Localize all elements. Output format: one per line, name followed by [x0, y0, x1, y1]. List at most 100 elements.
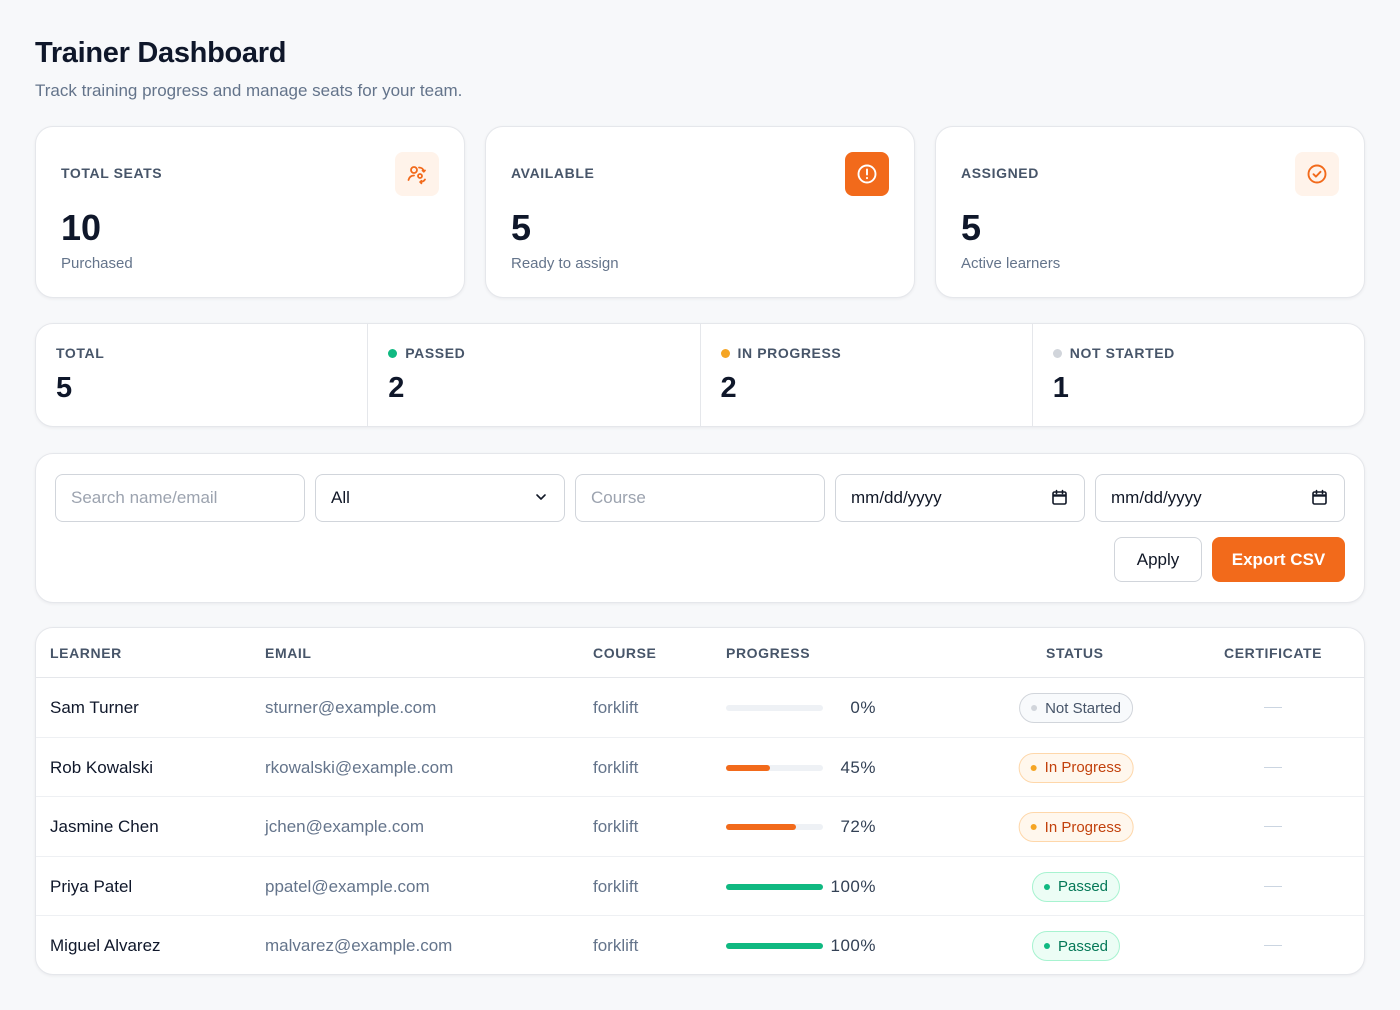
- status-dot-icon: [1030, 824, 1037, 830]
- learner-course: forklift: [593, 936, 639, 955]
- column-status[interactable]: STATUS: [1046, 645, 1104, 661]
- course-input[interactable]: [575, 474, 825, 522]
- date-from-value: mm/dd/yyyy: [851, 488, 942, 507]
- stat-label: NOT STARTED: [1069, 345, 1175, 361]
- total-seats-card: TOTAL SEATS 10 Purchased: [35, 126, 465, 298]
- alert-circle-icon: [845, 152, 889, 196]
- certificate-empty: [1264, 826, 1282, 827]
- learners-table: LEARNER EMAIL COURSE PROGRESS STATUS CER…: [35, 627, 1365, 975]
- progress-bar: [726, 883, 823, 890]
- learner-course: forklift: [593, 698, 639, 717]
- stat-value: 2: [388, 372, 405, 404]
- not-started-dot-icon: [1052, 348, 1062, 358]
- seat-cards: TOTAL SEATS 10 Purchased AVAILABLE 5 Rea…: [35, 126, 1365, 298]
- passed-dot-icon: [388, 348, 398, 358]
- stat-label-row: PASSED: [388, 345, 699, 361]
- table-row[interactable]: Rob Kowalski rkowalski@example.com forkl…: [36, 738, 1364, 797]
- learner-name: Miguel Alvarez: [50, 936, 161, 955]
- table-header: LEARNER EMAIL COURSE PROGRESS STATUS CER…: [36, 628, 1364, 678]
- in-progress-dot-icon: [720, 348, 730, 358]
- card-value: 5: [961, 207, 982, 248]
- progress-bar-fill: [726, 883, 823, 890]
- column-progress[interactable]: PROGRESS: [726, 645, 811, 661]
- table-body: Sam Turner sturner@example.com forklift …: [36, 678, 1364, 974]
- card-value: 10: [61, 207, 102, 248]
- status-dot-icon: [1043, 883, 1050, 890]
- status-select-value: All: [331, 488, 350, 507]
- table-row[interactable]: Sam Turner sturner@example.com forklift …: [36, 678, 1364, 738]
- assigned-seats-card: ASSIGNED 5 Active learners: [935, 126, 1365, 298]
- progress-bar-fill: [726, 764, 770, 771]
- card-note: Ready to assign: [511, 255, 619, 272]
- learner-course: forklift: [593, 817, 639, 836]
- progress-bar: [726, 824, 823, 830]
- progress-percent: 72%: [840, 817, 876, 836]
- date-to-input[interactable]: mm/dd/yyyy: [1095, 474, 1345, 522]
- export-csv-button[interactable]: Export CSV: [1212, 537, 1345, 582]
- table-row[interactable]: Priya Patel ppatel@example.com forklift …: [36, 857, 1364, 916]
- certificate-empty: [1264, 885, 1282, 887]
- status-badge: Passed: [1031, 931, 1121, 961]
- learner-course: forklift: [593, 757, 639, 777]
- stat-in-progress: IN PROGRESS 2: [701, 324, 1033, 426]
- filter-panel: All mm/dd/yyyy mm/dd/yyyy Apply Export C…: [35, 453, 1365, 603]
- apply-button[interactable]: Apply: [1114, 537, 1202, 582]
- status-badge: Not Started: [1019, 693, 1133, 723]
- learner-email: rkowalski@example.com: [265, 757, 454, 777]
- learner-name: Rob Kowalski: [50, 757, 153, 777]
- date-from-input[interactable]: mm/dd/yyyy: [835, 474, 1085, 522]
- table-row[interactable]: Miguel Alvarez malvarez@example.com fork…: [36, 916, 1364, 974]
- stat-passed: PASSED 2: [368, 324, 701, 426]
- status-label: Not Started: [1045, 699, 1121, 717]
- learner-course: forklift: [593, 876, 639, 896]
- progress-percent: 45%: [840, 757, 876, 777]
- status-label: Passed: [1057, 937, 1109, 955]
- available-seats-card: AVAILABLE 5 Ready to assign: [485, 126, 915, 298]
- card-label: AVAILABLE: [511, 165, 595, 181]
- page-subtitle: Track training progress and manage seats…: [35, 81, 463, 100]
- dashboard-page: Trainer Dashboard Track training progres…: [35, 36, 1365, 975]
- stat-not-started: NOT STARTED 1: [1033, 324, 1364, 426]
- column-course[interactable]: COURSE: [593, 645, 657, 661]
- progress-percent: 0%: [850, 698, 876, 717]
- certificate-empty: [1264, 707, 1282, 708]
- check-circle-icon: [1295, 152, 1339, 196]
- status-select[interactable]: All: [315, 474, 565, 522]
- status-label: In Progress: [1044, 759, 1122, 776]
- progress-percent: 100%: [830, 936, 876, 955]
- status-dot-icon: [1043, 943, 1050, 949]
- learner-email: malvarez@example.com: [265, 936, 453, 955]
- stat-label: IN PROGRESS: [737, 345, 842, 361]
- learner-email: ppatel@example.com: [265, 876, 430, 896]
- progress-bar: [726, 705, 823, 711]
- stat-label: TOTAL: [56, 345, 105, 361]
- learner-name: Sam Turner: [50, 698, 139, 717]
- card-label: ASSIGNED: [961, 165, 1039, 181]
- calendar-icon[interactable]: [1051, 489, 1068, 511]
- status-badge: In Progress: [1018, 752, 1134, 783]
- status-dot-icon: [1031, 705, 1038, 711]
- column-email[interactable]: EMAIL: [265, 645, 312, 661]
- certificate-empty: [1264, 766, 1282, 768]
- progress-bar-fill: [726, 824, 796, 830]
- users-swap-icon: [395, 152, 439, 196]
- stat-label-row: IN PROGRESS: [720, 345, 1032, 361]
- column-learner[interactable]: LEARNER: [50, 645, 122, 661]
- stat-total: TOTAL 5: [36, 324, 369, 426]
- card-label: TOTAL SEATS: [61, 165, 163, 181]
- progress-bar-fill: [726, 943, 823, 949]
- page-title: Trainer Dashboard: [35, 37, 287, 69]
- certificate-empty: [1264, 945, 1282, 946]
- status-dot-icon: [1030, 764, 1037, 771]
- progress-bar: [726, 943, 823, 949]
- status-badge: Passed: [1031, 871, 1121, 902]
- stat-value: 2: [720, 372, 737, 404]
- table-row[interactable]: Jasmine Chen jchen@example.com forklift …: [36, 797, 1364, 857]
- chevron-down-icon: [534, 489, 548, 509]
- search-input[interactable]: [55, 474, 305, 522]
- stat-label: PASSED: [405, 345, 466, 361]
- card-value: 5: [511, 207, 532, 248]
- column-certificate[interactable]: CERTIFICATE: [1224, 645, 1323, 661]
- calendar-icon[interactable]: [1311, 489, 1328, 511]
- status-label: In Progress: [1044, 818, 1122, 836]
